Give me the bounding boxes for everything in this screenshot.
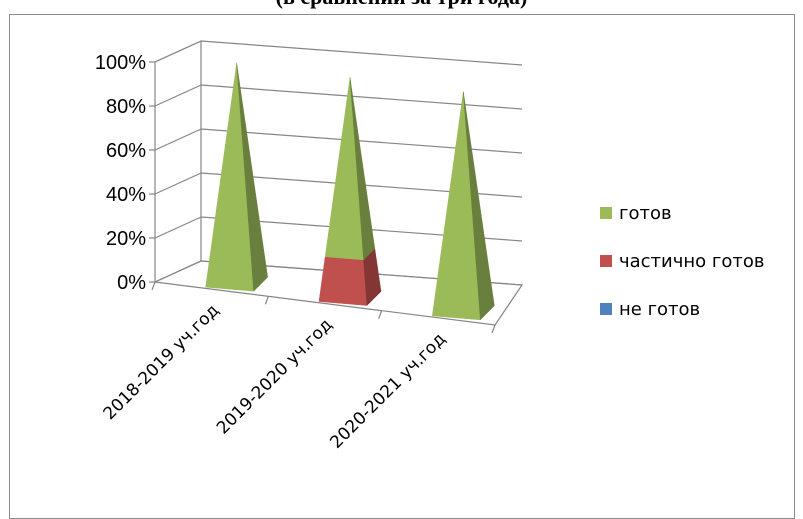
- pyramid-segment-side: [236, 63, 268, 292]
- chart-title: (в сравнении за три года): [0, 0, 803, 10]
- side-gridline: [154, 128, 202, 151]
- legend-swatch: [600, 303, 612, 315]
- y-tick-label: 100%: [95, 52, 146, 74]
- legend: готов частично готов не готов: [600, 203, 764, 320]
- x-tick-mark: [378, 310, 383, 319]
- gridline: [200, 40, 523, 66]
- x-tick-mark: [491, 324, 496, 334]
- side-gridline: [154, 260, 202, 283]
- y-tick-label: 80%: [106, 96, 146, 118]
- legend-label: не готов: [619, 299, 700, 320]
- legend-label: частично готов: [619, 251, 764, 272]
- x-tick-mark: [264, 296, 269, 305]
- pyramid-segment-side: [463, 91, 495, 321]
- legend-swatch: [600, 207, 612, 219]
- legend-label: готов: [619, 203, 672, 224]
- x-category-label: 2020-2021 уч.год: [326, 329, 450, 453]
- side-gridline: [154, 216, 202, 239]
- legend-swatch: [600, 255, 612, 267]
- y-tick-label: 20%: [106, 228, 146, 250]
- side-gridline: [154, 40, 202, 63]
- y-tick-label: 60%: [106, 140, 146, 162]
- y-tick-label: 0%: [117, 272, 146, 294]
- pyramid-segment-side: [349, 77, 376, 261]
- pyramid-series: [205, 63, 495, 321]
- pyramid-segment-front: [318, 256, 368, 306]
- x-category-label: 2019-2020 уч.год: [213, 315, 337, 439]
- x-tick-mark: [151, 281, 156, 291]
- x-category-label: 2018-2019 уч.год: [100, 301, 224, 425]
- side-gridline: [154, 84, 202, 107]
- y-axis-ticks: 0% 20% 40% 60% 80% 100%: [95, 52, 155, 294]
- side-wall: [154, 40, 202, 283]
- y-tick-label: 40%: [106, 184, 146, 206]
- gridline: [200, 84, 523, 110]
- side-gridline: [154, 172, 202, 195]
